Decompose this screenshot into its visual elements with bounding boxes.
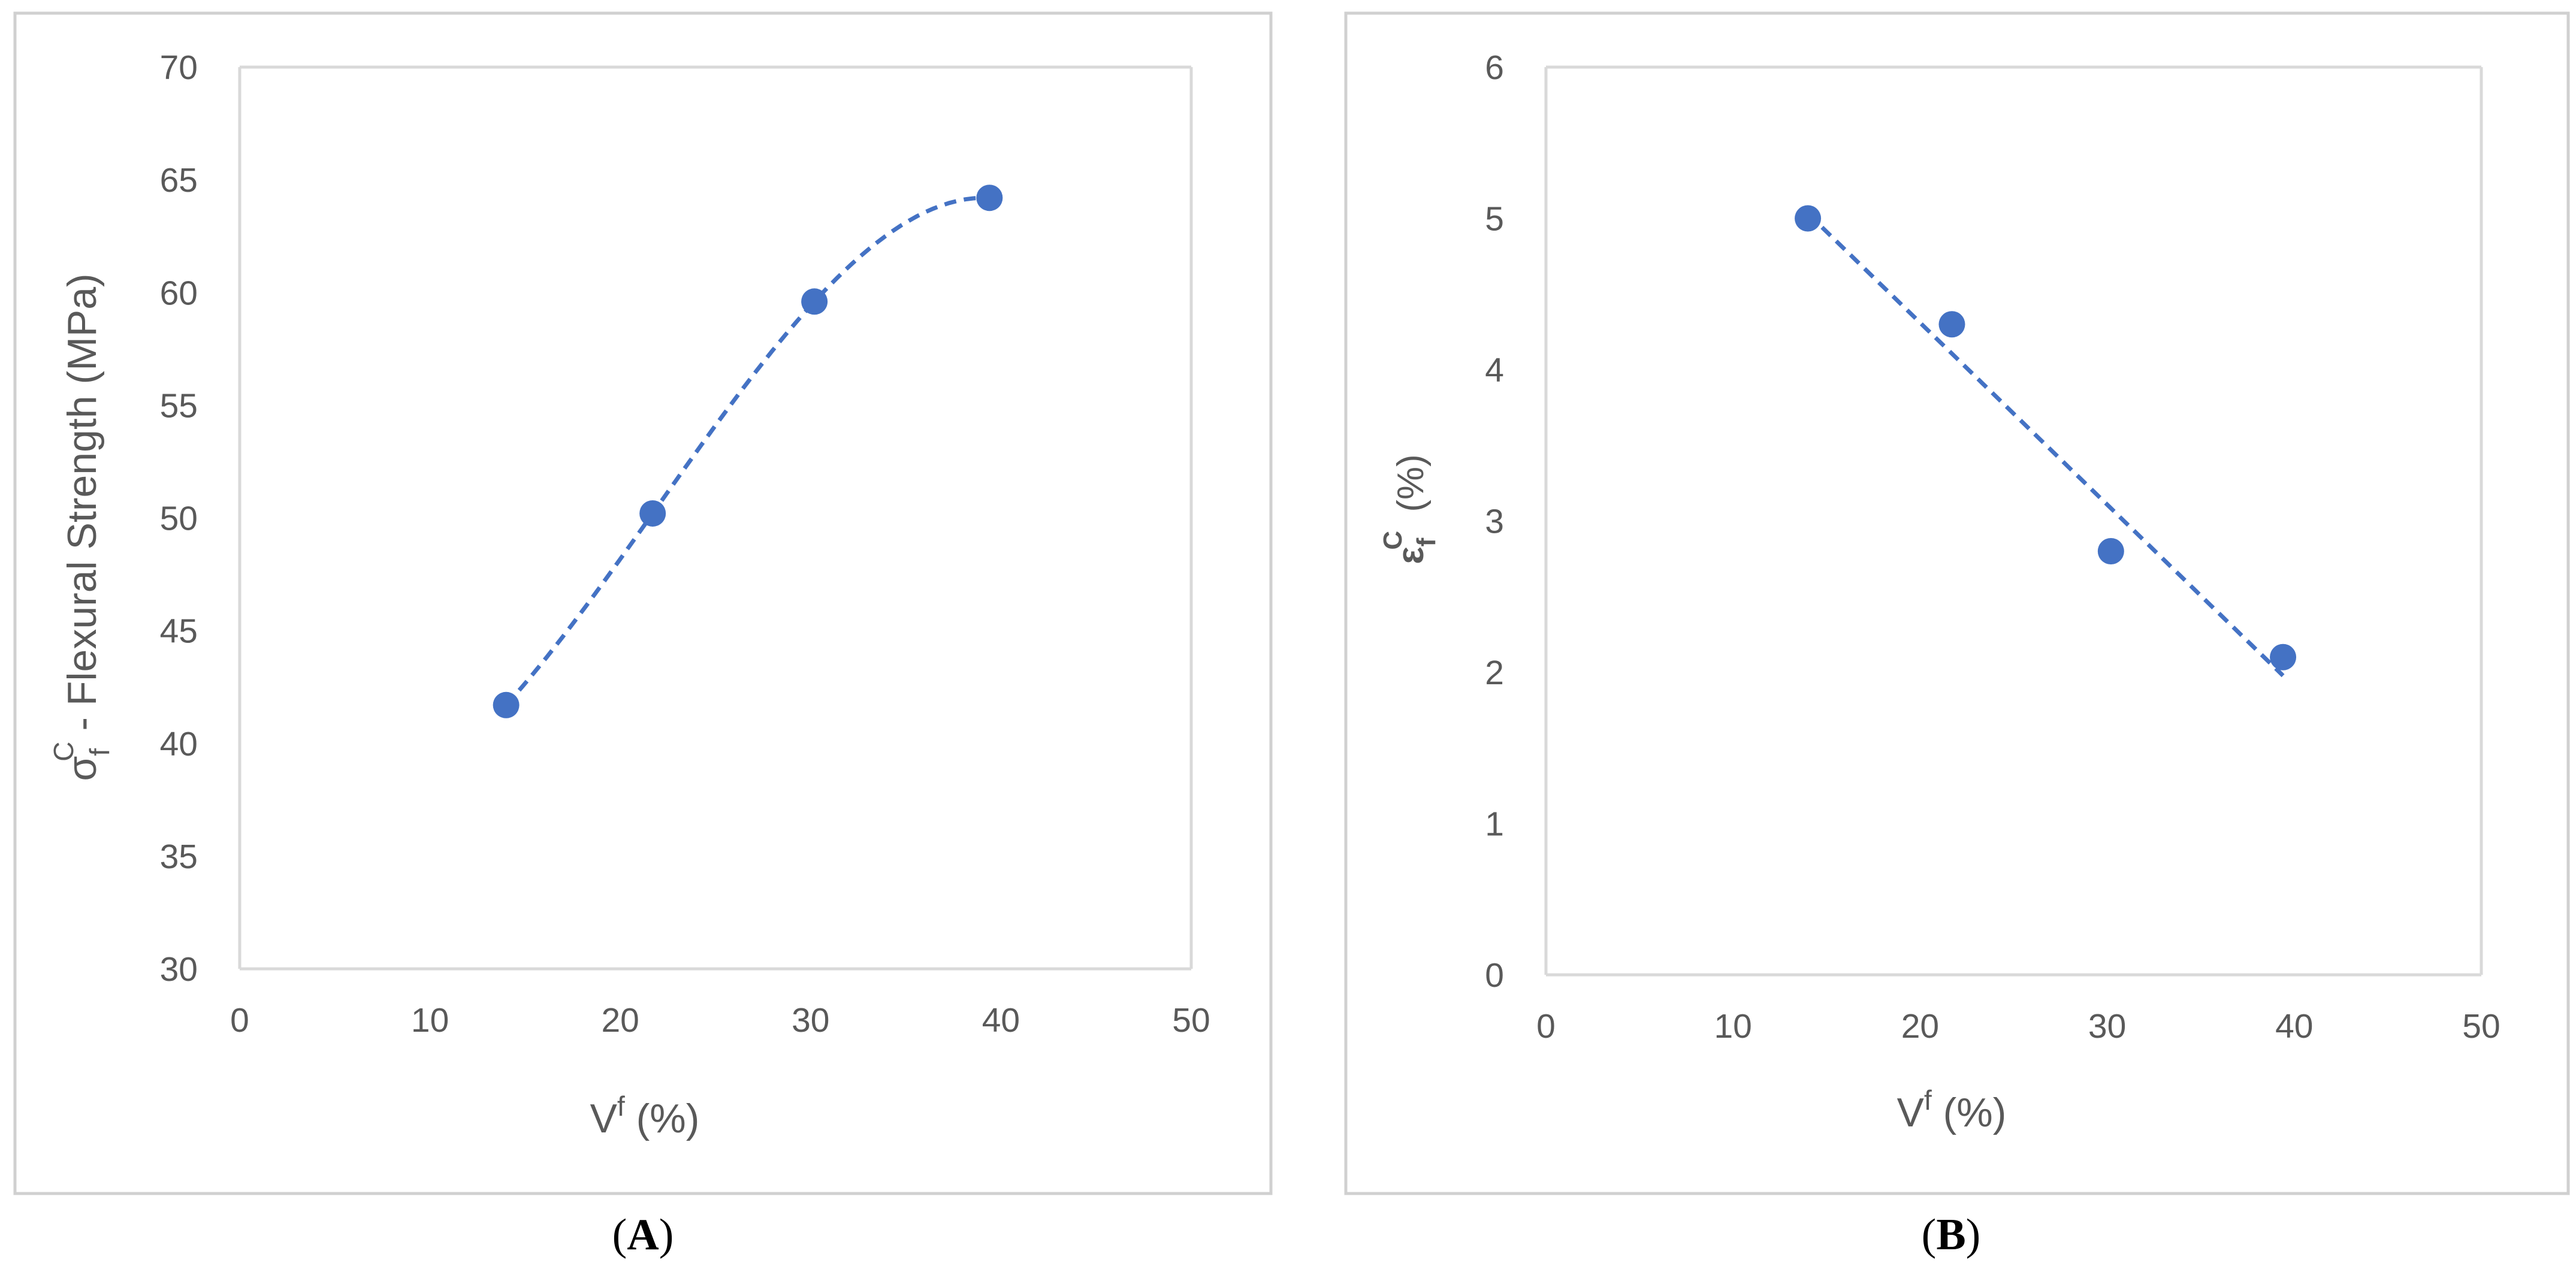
chart-b-frame: [1344, 11, 2570, 1195]
chart-b-y-tick-label: 4: [1485, 351, 1504, 389]
chart-b-data-point: [1795, 205, 1822, 232]
chart-b-y-tick-label: 3: [1485, 503, 1504, 541]
chart-a-x-tick-label: 10: [411, 1001, 449, 1040]
chart-b-data-point: [2097, 538, 2124, 564]
chart-b-x-tick-label: 20: [1901, 1007, 1939, 1046]
chart-a-y-tick-label: 35: [160, 838, 198, 876]
chart-a-y-axis-title: σfC- Flexural Strength (MPa): [48, 273, 115, 781]
chart-a-x-tick-label: 30: [792, 1001, 829, 1040]
chart-b-data-point: [2270, 643, 2297, 670]
chart-b-points: [1795, 205, 2297, 670]
chart-a-trendline: [504, 195, 990, 707]
chart-a-x-axis-title: Vf (%): [590, 1090, 700, 1141]
chart-a-points: [493, 185, 1003, 718]
panel-a-label: (A): [612, 1210, 674, 1259]
chart-b-x-tick-label: 30: [2088, 1007, 2126, 1046]
chart-b-x-tick-label: 50: [2462, 1007, 2500, 1046]
chart-a-y-tick-label: 40: [160, 725, 198, 763]
chart-a-data-point: [493, 691, 520, 718]
chart-a-y-tick-label: 70: [160, 49, 198, 87]
chart-b-y-axis-title: εfC (%): [1378, 454, 1441, 564]
chart-b-x-axis-title: Vf (%): [1897, 1084, 2007, 1135]
chart-a-y-tick-label: 55: [160, 386, 198, 425]
chart-b-y-tick-label: 1: [1485, 805, 1504, 844]
chart-a-x-tick-label: 50: [1172, 1001, 1210, 1040]
chart-a-y-ticks: 30 35 40 45 50 55 60 65 70: [160, 49, 198, 989]
chart-b-y-tick-label: 2: [1485, 654, 1504, 692]
chart-a-frame: [13, 11, 1273, 1195]
chart-b-x-tick-label: 0: [1536, 1007, 1556, 1046]
chart-b-y-tick-label: 0: [1485, 956, 1504, 995]
chart-b-data-point: [1938, 311, 1965, 338]
chart-a-y-tick-label: 30: [160, 950, 198, 989]
panel-a: 30 35 40 45 50 55 60 65 70 0 10 20 30 40 50 σfC- Flex…: [13, 11, 1273, 1259]
panel-b: 0 1 2 3 4 5 6 0 10 20 30 40 50 εfC (%) Vf (%) (B): [1344, 11, 2570, 1259]
chart-a-y-tick-label: 60: [160, 274, 198, 312]
chart-a-x-tick-label: 40: [982, 1001, 1020, 1040]
chart-b-y-tick-label: 6: [1485, 49, 1504, 87]
chart-a-x-tick-label: 20: [601, 1001, 639, 1040]
chart-a-data-point: [639, 500, 666, 527]
panel-b-label: (B): [1922, 1210, 1981, 1259]
chart-b-y-tick-label: 5: [1485, 200, 1504, 238]
chart-b-x-tick-label: 10: [1714, 1007, 1751, 1046]
chart-a-x-ticks: 0 10 20 30 40 50: [230, 1001, 1210, 1040]
chart-a-y-tick-label: 65: [160, 161, 198, 200]
chart-a-x-tick-label: 0: [230, 1001, 249, 1040]
chart-a-data-point: [801, 288, 828, 315]
chart-a-y-tick-label: 45: [160, 612, 198, 651]
chart-a-data-point: [976, 185, 1003, 212]
chart-a-y-tick-label: 50: [160, 500, 198, 538]
chart-b-x-tick-label: 40: [2275, 1007, 2313, 1046]
chart-b-y-ticks: 0 1 2 3 4 5 6: [1485, 49, 1504, 995]
chart-b-trendline: [1806, 212, 2285, 678]
chart-b-x-ticks: 0 10 20 30 40 50: [1536, 1007, 2500, 1046]
